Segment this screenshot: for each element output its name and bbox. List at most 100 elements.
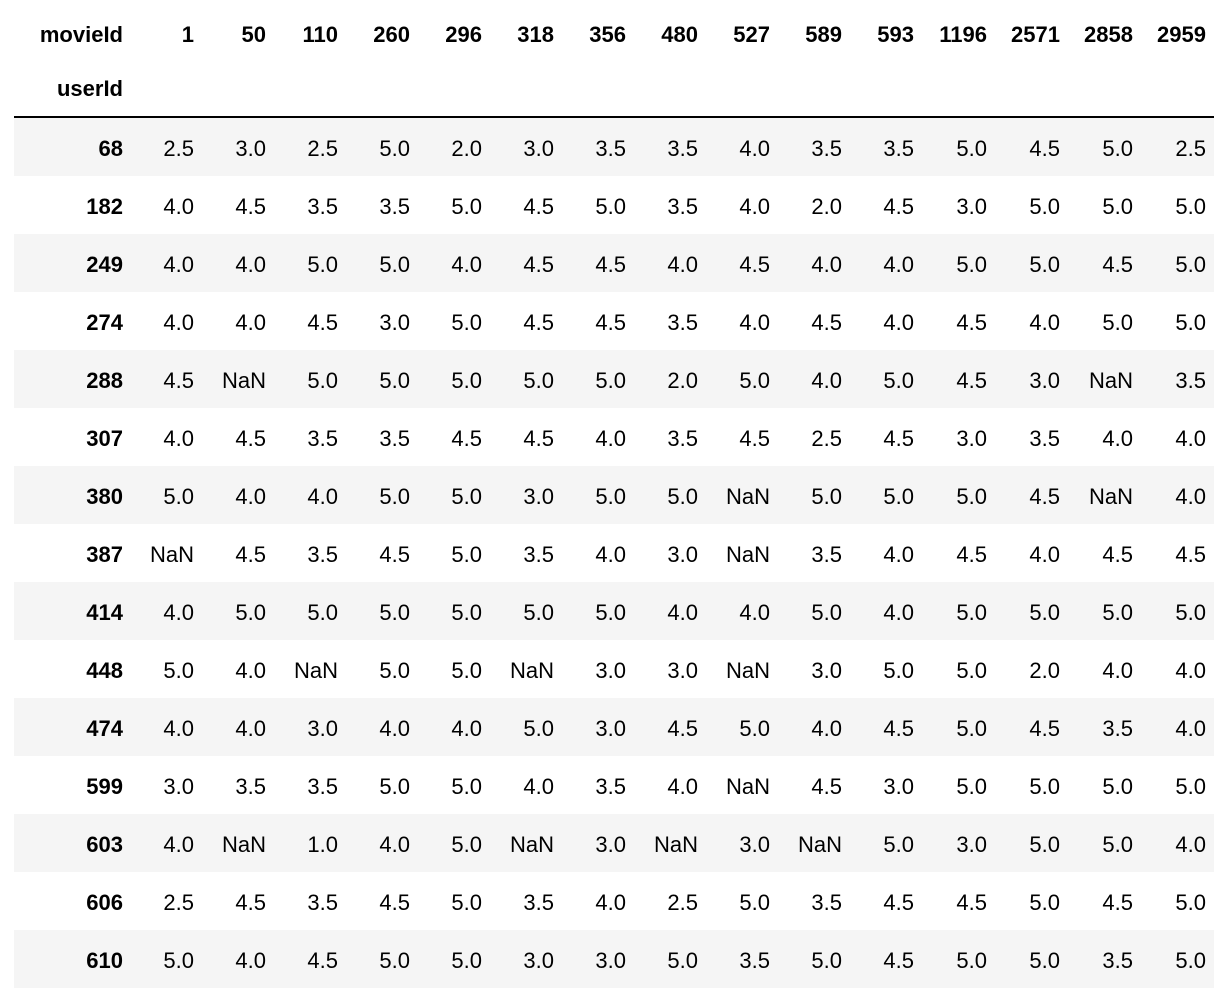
table-cell: 4.0 — [595, 542, 626, 567]
table-row: 288 4.5 NaN 5.0 5.0 5.0 5.0 5.0 2.0 5.0 4.0 5.0 4.5 3… — [14, 350, 1214, 408]
table-cell: 4.0 — [1102, 426, 1133, 451]
index-row-spacer — [1141, 62, 1214, 118]
index-row-spacer — [274, 62, 346, 118]
table-cell: 5.0 — [956, 484, 987, 509]
table-body: 68 2.5 3.0 2.5 5.0 2.0 3.0 3.5 3.5 4.0 3.5 3.5 5.0 4.… — [14, 117, 1214, 988]
table-cell: NaN — [509, 832, 554, 857]
index-row-spacer — [346, 62, 418, 118]
table-cell: 5.0 — [956, 774, 987, 799]
table-cell: 5.0 — [451, 542, 482, 567]
table-cell: 4.5 — [1175, 542, 1206, 567]
table-cell: 4.0 — [811, 716, 842, 741]
table-cell: 3.0 — [739, 832, 770, 857]
table-cell: 5.0 — [451, 832, 482, 857]
columns-name-label: movieId — [14, 8, 131, 62]
table-row: 380 5.0 4.0 4.0 5.0 5.0 3.0 5.0 5.0 NaN 5.0 5.0 5.0 4… — [14, 466, 1214, 524]
table-cell: 4.0 — [1175, 658, 1206, 683]
table-cell: 5.0 — [811, 484, 842, 509]
table-cell: 4.5 — [1029, 716, 1060, 741]
table-cell: 4.0 — [1175, 716, 1206, 741]
column-header: 296 — [418, 8, 490, 62]
table-cell: 4.5 — [811, 310, 842, 335]
column-header: 589 — [778, 8, 850, 62]
table-cell: 4.5 — [235, 194, 266, 219]
table-cell: 3.5 — [595, 136, 626, 161]
table-cell: 4.0 — [163, 832, 194, 857]
table-cell: 4.5 — [1029, 484, 1060, 509]
table-cell: 4.0 — [883, 310, 914, 335]
index-row-spacer — [1068, 62, 1141, 118]
table-cell: 4.5 — [307, 948, 338, 973]
column-header: 318 — [490, 8, 562, 62]
table-cell: 3.5 — [811, 890, 842, 915]
table-cell: 5.0 — [956, 136, 987, 161]
table-cell: 4.0 — [883, 252, 914, 277]
index-row-spacer — [418, 62, 490, 118]
table-cell: 4.5 — [235, 890, 266, 915]
table-row: 448 5.0 4.0 NaN 5.0 5.0 NaN 3.0 3.0 NaN 3.0 5.0 5.0 2… — [14, 640, 1214, 698]
table-cell: 4.0 — [667, 774, 698, 799]
table-cell: NaN — [725, 542, 770, 567]
table-cell: 4.5 — [379, 890, 410, 915]
table-cell: 4.5 — [595, 252, 626, 277]
table-cell: 5.0 — [163, 948, 194, 973]
table-cell: 3.5 — [307, 542, 338, 567]
table-cell: 4.0 — [235, 310, 266, 335]
table-cell: 4.5 — [451, 426, 482, 451]
index-row-spacer — [490, 62, 562, 118]
table-cell: 5.0 — [1175, 774, 1206, 799]
table-cell: 3.0 — [595, 832, 626, 857]
row-index: 610 — [86, 948, 123, 973]
table-cell: 4.5 — [379, 542, 410, 567]
table-cell: 4.5 — [595, 310, 626, 335]
table-cell: 4.5 — [956, 310, 987, 335]
table-cell: 1.0 — [307, 832, 338, 857]
table-cell: 5.0 — [1102, 310, 1133, 335]
table-cell: 5.0 — [379, 948, 410, 973]
index-name-row: userId — [14, 62, 1214, 118]
column-header: 593 — [850, 8, 922, 62]
table-cell: 5.0 — [307, 368, 338, 393]
table-cell: 5.0 — [1029, 890, 1060, 915]
table-row: 182 4.0 4.5 3.5 3.5 5.0 4.5 5.0 3.5 4.0 2.0 4.5 3.0 5… — [14, 176, 1214, 234]
table-cell: 3.0 — [1029, 368, 1060, 393]
table-cell: 4.0 — [883, 600, 914, 625]
table-cell: 4.5 — [523, 194, 554, 219]
table-cell: 4.0 — [667, 600, 698, 625]
table-cell: NaN — [725, 658, 770, 683]
table-cell: 4.5 — [883, 716, 914, 741]
table-cell: 5.0 — [1029, 832, 1060, 857]
table-cell: 3.0 — [595, 716, 626, 741]
index-row-spacer — [850, 62, 922, 118]
table-cell: 5.0 — [451, 194, 482, 219]
table-cell: 4.0 — [163, 716, 194, 741]
table-cell: 3.5 — [379, 426, 410, 451]
table-cell: 5.0 — [595, 194, 626, 219]
table-cell: 5.0 — [1175, 948, 1206, 973]
row-index: 603 — [86, 832, 123, 857]
table-cell: 4.0 — [1102, 658, 1133, 683]
column-header: 1196 — [922, 8, 995, 62]
table-cell: 5.0 — [379, 252, 410, 277]
table-cell: 5.0 — [1102, 832, 1133, 857]
table-cell: 5.0 — [956, 252, 987, 277]
table-cell: 4.0 — [883, 542, 914, 567]
table-cell: 2.0 — [811, 194, 842, 219]
table-cell: 5.0 — [1175, 252, 1206, 277]
table-cell: NaN — [293, 658, 338, 683]
index-row-spacer — [634, 62, 706, 118]
table-cell: 2.0 — [451, 136, 482, 161]
table-cell: 4.0 — [1029, 310, 1060, 335]
table-cell: 3.0 — [379, 310, 410, 335]
table-cell: 3.5 — [523, 542, 554, 567]
table-cell: 3.5 — [667, 426, 698, 451]
table-cell: 4.5 — [739, 426, 770, 451]
table-cell: 2.5 — [1175, 136, 1206, 161]
table-cell: 4.0 — [235, 716, 266, 741]
table-cell: 4.0 — [235, 252, 266, 277]
table-cell: 4.0 — [379, 716, 410, 741]
table-cell: 4.0 — [1175, 484, 1206, 509]
table-cell: 5.0 — [379, 774, 410, 799]
table-cell: 3.5 — [307, 426, 338, 451]
table-cell: NaN — [149, 542, 194, 567]
